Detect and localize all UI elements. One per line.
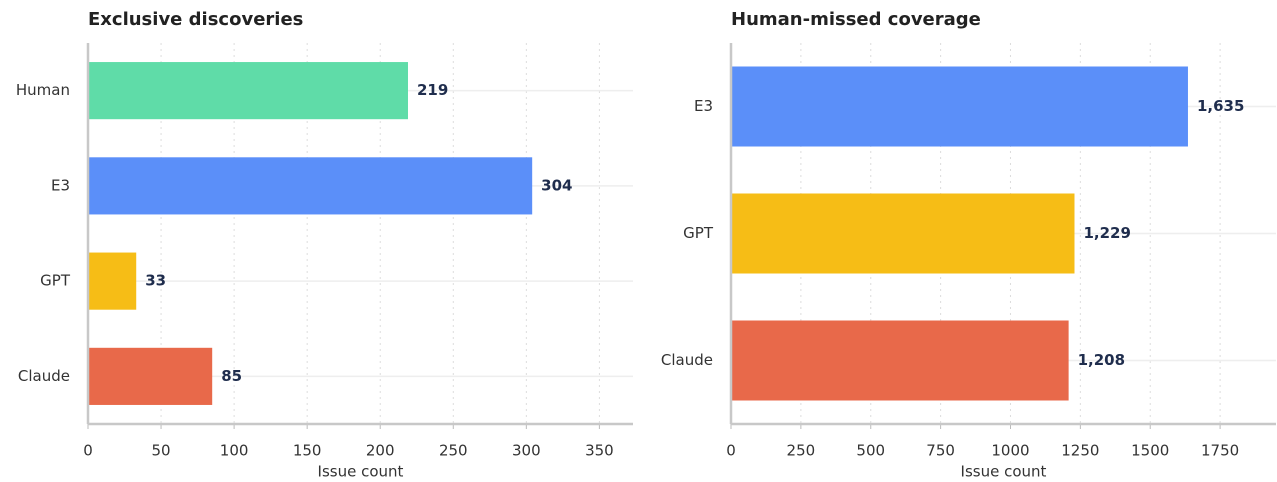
x-tick-label: 350 (585, 442, 614, 460)
bar (88, 347, 213, 405)
x-axis-label: Issue count (961, 463, 1047, 481)
x-tick-label: 200 (366, 442, 395, 460)
value-label: 1,208 (1078, 351, 1125, 369)
bar (88, 62, 408, 120)
x-tick-label: 500 (856, 442, 885, 460)
value-label: 219 (417, 81, 448, 99)
value-label: 33 (145, 272, 166, 290)
x-tick-label: 1000 (991, 442, 1029, 460)
x-tick-label: 300 (512, 442, 541, 460)
bar (88, 157, 533, 215)
x-tick-label: 50 (152, 442, 171, 460)
x-tick-label: 150 (293, 442, 322, 460)
bar (731, 66, 1188, 147)
y-tick-label: Human (16, 81, 70, 99)
x-axis-label: Issue count (318, 463, 404, 481)
y-tick-label: E3 (51, 176, 70, 194)
bar (88, 252, 137, 310)
x-tick-label: 0 (726, 442, 736, 460)
value-label: 304 (541, 176, 572, 194)
bar (731, 193, 1075, 274)
y-tick-label: GPT (40, 272, 71, 290)
x-tick-label: 1500 (1131, 442, 1169, 460)
x-tick-label: 250 (787, 442, 816, 460)
value-label: 85 (221, 367, 242, 385)
x-tick-label: 750 (926, 442, 955, 460)
chart-title: Human-missed coverage (731, 9, 981, 30)
x-tick-label: 1250 (1061, 442, 1099, 460)
x-tick-label: 100 (220, 442, 249, 460)
chart-title: Exclusive discoveries (88, 9, 303, 30)
y-tick-label: E3 (694, 97, 713, 115)
y-tick-label: Claude (661, 351, 713, 369)
value-label: 1,635 (1197, 97, 1244, 115)
y-tick-label: Claude (18, 367, 70, 385)
y-tick-label: GPT (683, 224, 714, 242)
x-tick-label: 250 (439, 442, 468, 460)
x-tick-label: 1750 (1201, 442, 1239, 460)
bar (731, 320, 1069, 401)
x-tick-label: 0 (83, 442, 93, 460)
value-label: 1,229 (1083, 224, 1130, 242)
